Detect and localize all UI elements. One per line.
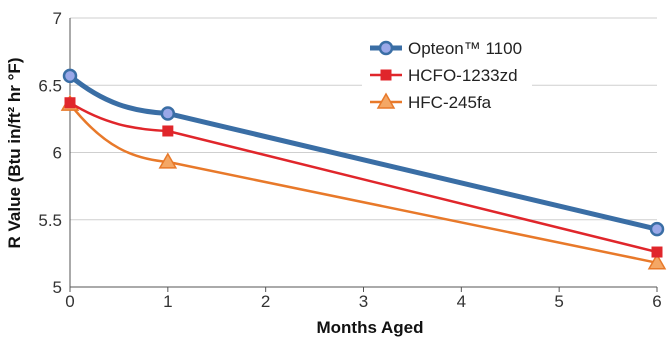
y-tick-label: 6.5 (38, 76, 62, 95)
legend-swatch-marker (380, 69, 392, 81)
legend: Opteon™ 1100 HCFO-1233zd HFC-245fa (362, 28, 532, 122)
legend-swatch-marker (376, 92, 396, 109)
x-tick-label: 2 (261, 292, 270, 311)
y-tick-label: 5.5 (38, 211, 62, 230)
data-point (647, 253, 667, 270)
x-tick-label: 6 (652, 292, 661, 311)
data-point (64, 97, 76, 109)
legend-label: HFC-245fa (408, 93, 492, 112)
x-tick-label: 5 (554, 292, 563, 311)
y-tick-labels: 5 5.5 6 6.5 7 (38, 9, 62, 297)
y-axis-title: R Value (Btu in/ft² hr °F) (5, 58, 24, 249)
data-point (649, 221, 665, 237)
legend-swatch-marker (378, 40, 394, 56)
series-line (69, 103, 658, 265)
legend-label: Opteon™ 1100 (408, 39, 522, 58)
x-tick-labels: 0 1 2 3 4 5 6 (65, 292, 661, 311)
x-axis-title: Months Aged (316, 318, 423, 337)
y-tick-label: 6 (53, 144, 62, 163)
data-point (158, 152, 178, 169)
y-tick-label: 7 (53, 9, 62, 28)
data-point (62, 68, 78, 84)
series-line (69, 101, 658, 254)
data-point (162, 125, 174, 137)
x-tick-label: 1 (163, 292, 172, 311)
data-point (651, 246, 663, 258)
x-tick-label: 0 (65, 292, 74, 311)
axes (69, 18, 658, 292)
x-tick-label: 4 (457, 292, 466, 311)
data-point (160, 106, 176, 121)
legend-label: HCFO-1233zd (408, 66, 518, 85)
x-tick-label: 3 (359, 292, 368, 311)
series-1 (62, 68, 665, 237)
y-tick-label: 5 (53, 278, 62, 297)
series-2 (64, 97, 663, 258)
series-layer (60, 68, 667, 270)
